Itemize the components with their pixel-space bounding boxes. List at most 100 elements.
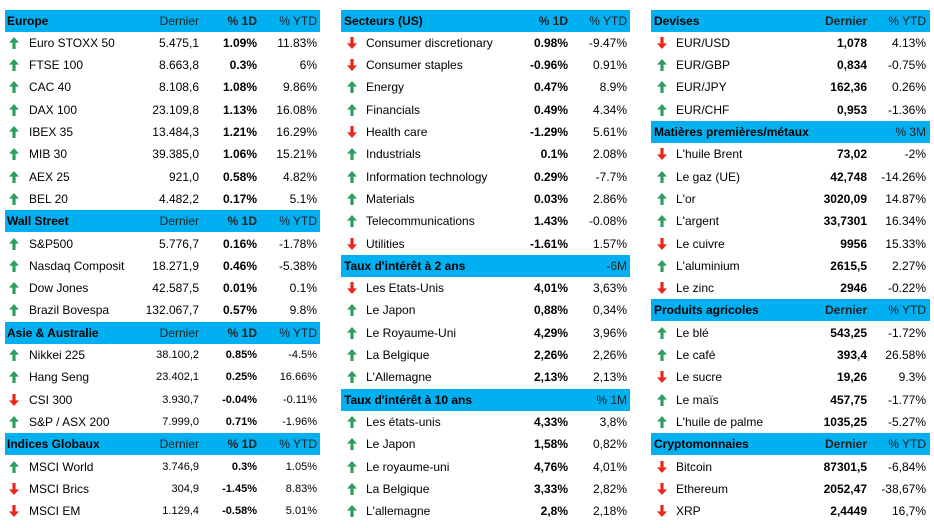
table-row: Ethereum 2052,47 -38,67% — [651, 478, 930, 500]
change-1d-value: 0.85% — [225, 349, 257, 361]
table-row: Le café 393,4 26.58% — [651, 344, 930, 366]
arrow-up-icon — [9, 282, 19, 295]
primary-value: 0.03% — [533, 191, 568, 206]
arrow-up-icon — [9, 237, 19, 250]
price-value: 162,36 — [830, 80, 867, 95]
row-name: MIB 30 — [29, 147, 68, 162]
arrow-up-icon — [657, 349, 667, 361]
arrow-up-icon — [347, 215, 357, 228]
arrow-up-icon — [347, 326, 357, 339]
price-value: 2946 — [840, 281, 867, 296]
change-1d-value: 0.57% — [222, 303, 257, 318]
row-name: L'huile Brent — [676, 147, 743, 162]
table-row: AEX 25 921,0 0.58% 4.82% — [5, 166, 320, 188]
primary-value: 0.98% — [533, 35, 568, 50]
change-1d-value: 0.46% — [222, 258, 257, 273]
change-value: 26.58% — [885, 348, 926, 362]
row-name: EUR/USD — [676, 35, 731, 50]
row-name: Le Japon — [366, 303, 416, 318]
section-title: Devises — [654, 13, 700, 28]
arrow-up-icon — [9, 349, 19, 361]
arrow-up-icon — [347, 415, 357, 428]
row-name: AEX 25 — [29, 169, 70, 184]
change-ytd-value: 1.05% — [285, 460, 317, 473]
table-row: EUR/GBP 0,834 -0.75% — [651, 54, 930, 76]
arrow-down-icon — [347, 59, 357, 72]
change-ytd-value: 4.82% — [282, 169, 317, 184]
change-1d-value: 1.13% — [222, 102, 257, 117]
table-row: Le cuivre 9956 15.33% — [651, 233, 930, 255]
market-column: Secteurs (US) % 1D % YTD Consumer discretio… — [341, 0, 630, 528]
arrow-down-icon — [657, 460, 667, 473]
secondary-value: 5.61% — [592, 125, 627, 139]
arrow-up-icon — [657, 393, 667, 406]
arrow-up-icon — [9, 170, 19, 183]
arrow-down-icon — [657, 505, 667, 518]
arrow-up-icon — [347, 148, 357, 161]
row-name: L'argent — [676, 214, 719, 229]
column-header: Dernier — [159, 214, 199, 229]
price-value: 9956 — [840, 236, 867, 251]
primary-value: -1.61% — [529, 236, 568, 251]
arrow-up-icon — [657, 81, 667, 94]
table-row: IBEX 35 13.484,3 1.21% 16.29% — [5, 121, 320, 143]
change-value: 0.26% — [891, 80, 926, 95]
table-row: Le Royaume-Uni 4,29% 3,96% — [341, 322, 630, 344]
secondary-value: 3,96% — [592, 325, 627, 340]
row-name: Energy — [366, 80, 405, 95]
price-value: 5.475,1 — [158, 35, 199, 50]
market-column: Europe Dernier % 1D % YTD Euro STOXX 50 5.475… — [5, 0, 320, 528]
row-name: IBEX 35 — [29, 125, 74, 139]
secondary-value: 0,82% — [592, 437, 627, 452]
price-value: 304,9 — [171, 482, 199, 495]
arrow-up-icon — [9, 304, 19, 317]
arrow-up-icon — [9, 148, 19, 161]
change-value: -1.36% — [887, 102, 926, 117]
table-row: EUR/JPY 162,36 0.26% — [651, 76, 930, 98]
secondary-value: -9.47% — [588, 35, 627, 50]
arrow-up-icon — [347, 81, 357, 94]
section-title: Taux d'intérêt à 2 ans — [344, 258, 466, 273]
table-row: DAX 100 23.109,8 1.13% 16.08% — [5, 99, 320, 121]
row-name: Le maïs — [676, 392, 719, 407]
row-name: Utilities — [366, 236, 405, 251]
primary-value: 0.1% — [540, 147, 568, 162]
row-name: Le zinc — [676, 281, 715, 296]
price-value: 42,748 — [830, 169, 867, 184]
secondary-value: -0.08% — [588, 214, 627, 229]
arrow-down-icon — [9, 393, 19, 406]
change-ytd-value: -5.38% — [278, 258, 317, 273]
arrow-up-icon — [657, 215, 667, 228]
row-name: S&P / ASX 200 — [29, 414, 110, 429]
section-header: Wall Street Dernier % 1D % YTD — [5, 210, 320, 233]
change-1d-value: 1.09% — [222, 35, 257, 50]
table-row: Bitcoin 87301,5 -6,84% — [651, 456, 930, 478]
row-name: La Belgique — [366, 481, 430, 496]
table-row: EUR/CHF 0,953 -1.36% — [651, 99, 930, 121]
arrow-up-icon — [9, 170, 19, 183]
primary-value: 4,01% — [533, 281, 568, 296]
change-1d-value: -0.04% — [222, 393, 257, 406]
arrow-up-icon — [9, 36, 19, 49]
table-row: Financials 0.49% 4.34% — [341, 99, 630, 121]
column-header: % YTD — [279, 325, 317, 340]
change-value: 16,7% — [891, 504, 926, 519]
arrow-up-icon — [9, 259, 19, 272]
column-header: % YTD — [279, 437, 317, 452]
arrow-up-icon — [657, 192, 667, 205]
arrow-up-icon — [347, 438, 357, 451]
arrow-down-icon — [657, 371, 667, 384]
table-row: Information technology 0.29% -7.7% — [341, 166, 630, 188]
column-header: % 1M — [596, 392, 627, 407]
arrow-up-icon — [347, 415, 357, 428]
row-name: L'or — [676, 191, 696, 206]
change-ytd-value: 5.1% — [289, 191, 317, 206]
column-header: % YTD — [888, 303, 926, 318]
table-row: BEL 20 4.482,2 0.17% 5.1% — [5, 188, 320, 210]
row-name: MSCI EM — [29, 504, 81, 519]
primary-value: 1,58% — [533, 437, 568, 452]
column-header: % 1D — [227, 13, 257, 28]
table-row: Le Japon 0,88% 0,34% — [341, 299, 630, 321]
price-value: 543,25 — [830, 325, 867, 340]
